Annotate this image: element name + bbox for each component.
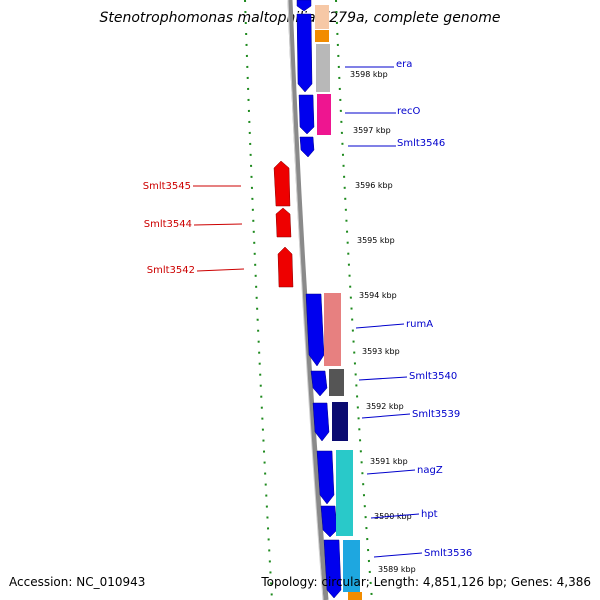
- tick-label: 3595 kbp: [357, 236, 395, 245]
- feature-block-navy: [332, 402, 348, 441]
- gene-label-smlt3540[interactable]: Smlt3540: [409, 371, 457, 382]
- feature-block-teal: [336, 450, 353, 536]
- backbone-arc: [287, 0, 329, 600]
- tick-label: 3589 kbp: [378, 565, 416, 574]
- leader-line: [196, 268, 245, 272]
- cds-arrow-ruma[interactable]: [305, 293, 325, 367]
- feature-block-peach: [315, 5, 329, 29]
- cds-arrow-nagz[interactable]: [316, 450, 335, 505]
- gene-label-smlt3539[interactable]: Smlt3539: [412, 409, 460, 420]
- feature-block-darkgrey: [329, 369, 344, 396]
- gene-label-nagz[interactable]: nagZ: [417, 465, 443, 476]
- leader-line: [355, 323, 405, 329]
- right-gene-labels: era recO Smlt3546 rumA Smlt3540 Smlt3539…: [345, 59, 472, 559]
- gene-label-smlt3546[interactable]: Smlt3546: [397, 138, 445, 149]
- gene-label-era[interactable]: era: [396, 59, 412, 70]
- cds-arrow-smlt3539[interactable]: [312, 402, 330, 442]
- cds-arrow-reco[interactable]: [298, 94, 315, 135]
- tick-label: 3596 kbp: [355, 181, 393, 190]
- feature-block-sky: [343, 540, 360, 592]
- cds-arrow-era[interactable]: [296, 13, 313, 93]
- cds-arrow-smlt3546[interactable]: [299, 136, 315, 158]
- leader-line: [193, 223, 243, 226]
- left-gene-labels: Smlt3545 Smlt3544 Smlt3542: [143, 181, 245, 276]
- gene-label-smlt3544[interactable]: Smlt3544: [144, 219, 192, 230]
- tick-label: 3593 kbp: [362, 347, 400, 356]
- leader-line: [361, 413, 411, 419]
- tick-label: 3597 kbp: [353, 126, 391, 135]
- cds-arrow-smlt3540[interactable]: [310, 370, 328, 397]
- cds-arrow-smlt3545[interactable]: [273, 160, 291, 207]
- left-dotted-ruler: [244, 0, 273, 600]
- reverse-cds-track: [273, 160, 294, 288]
- leader-line: [370, 513, 420, 519]
- tick-label: 3598 kbp: [350, 70, 388, 79]
- feature-block-orange-bottom: [348, 592, 362, 600]
- cds-arrow-hpt[interactable]: [320, 505, 338, 538]
- cds-arrow-era-top[interactable]: [296, 0, 312, 12]
- feature-block-orange: [315, 30, 329, 42]
- gene-label-reco[interactable]: recO: [397, 106, 421, 117]
- tick-label: 3592 kbp: [366, 402, 404, 411]
- cds-arrow-smlt3536[interactable]: [323, 539, 342, 599]
- gene-label-smlt3542[interactable]: Smlt3542: [147, 265, 195, 276]
- leader-line: [366, 469, 416, 475]
- leader-line: [358, 376, 408, 381]
- tick-label: 3594 kbp: [359, 291, 397, 300]
- tick-label: 3591 kbp: [370, 457, 408, 466]
- genome-summary-text: Topology: circular; Length: 4,851,126 bp…: [261, 575, 591, 589]
- feature-block-track: [315, 5, 362, 600]
- feature-block-salmon: [324, 293, 341, 366]
- cds-arrow-smlt3542[interactable]: [277, 246, 294, 288]
- gene-label-smlt3545[interactable]: Smlt3545: [143, 181, 191, 192]
- backbone-arc-highlight: [287, 0, 324, 600]
- forward-cds-track: [296, 0, 342, 599]
- feature-block-magenta: [317, 94, 331, 135]
- cds-arrow-smlt3544[interactable]: [275, 207, 292, 238]
- accession-text: Accession: NC_010943: [9, 575, 146, 589]
- feature-block-grey: [316, 44, 330, 92]
- leader-line: [373, 552, 423, 558]
- gene-label-hpt[interactable]: hpt: [421, 509, 438, 520]
- gene-label-smlt3536[interactable]: Smlt3536: [424, 548, 472, 559]
- gene-label-ruma[interactable]: rumA: [406, 319, 433, 330]
